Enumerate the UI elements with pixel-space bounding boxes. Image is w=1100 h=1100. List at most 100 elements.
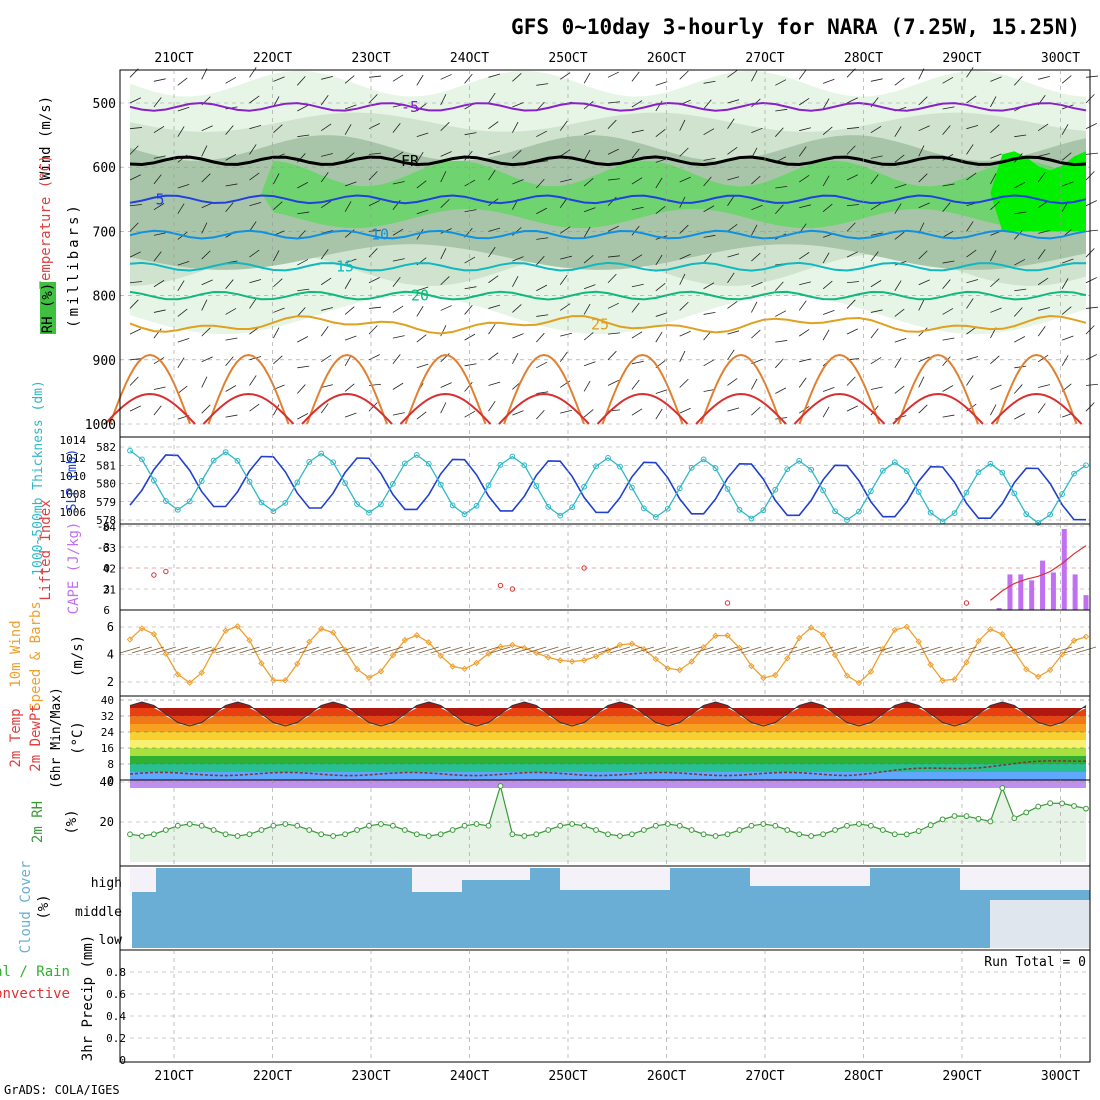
thickness-point [796, 457, 803, 464]
rh2m-point [868, 822, 874, 829]
rh2m-point [903, 831, 910, 838]
wind-barb [225, 202, 234, 212]
thickness-axis-label: 1000~500mb Thickness (dm) [31, 380, 46, 576]
thickness-point [198, 478, 205, 484]
wind10-barb [119, 646, 141, 654]
wind10-point [210, 647, 217, 654]
rh2m-point [390, 822, 396, 829]
temp2m-band [130, 732, 1086, 740]
lifted-index-point [163, 568, 169, 575]
wind-barb [631, 129, 644, 134]
wind-barb [1038, 384, 1050, 388]
thickness-point [401, 460, 408, 467]
wind10-barb [454, 646, 475, 654]
thickness-point [1035, 520, 1042, 526]
wind-barb [822, 203, 833, 213]
thickness-point [987, 460, 994, 467]
rh2m-point [891, 831, 898, 838]
diurnal-contour [503, 353, 585, 425]
wind-barb [1038, 307, 1050, 311]
wind10-point [306, 638, 313, 646]
wind-barb [273, 355, 283, 365]
x-tick-label-bottom: 29OCT [942, 1069, 981, 1084]
wind-barb [655, 128, 666, 137]
wind10-point [353, 665, 361, 673]
cape-bar [1072, 574, 1078, 610]
wind-barb [918, 250, 928, 260]
wind10-barb [848, 646, 870, 654]
wind10-barb [275, 646, 296, 654]
wind-barb [416, 180, 427, 189]
thickness-tick-label: 582 [96, 441, 116, 454]
wind-barb [1085, 354, 1097, 361]
diurnal-contour [301, 392, 393, 425]
temp2m-band [130, 780, 1086, 788]
thickness-point [282, 499, 289, 506]
wind-barb [990, 250, 997, 262]
wind-barb [751, 301, 758, 313]
wind-barb [751, 204, 763, 211]
wind-barb [1014, 413, 1026, 420]
thickness-point [652, 514, 659, 520]
wind-barb [536, 237, 549, 240]
wind10-point [329, 629, 337, 636]
wind10-barb [502, 646, 523, 654]
rh2m-point [186, 821, 193, 827]
wind-barb [631, 302, 640, 313]
wind-barb [775, 310, 787, 317]
wind-barb [607, 178, 620, 181]
wind10-barb [896, 646, 917, 654]
diurnal-contour [498, 392, 590, 425]
wind10-barb [968, 646, 989, 654]
wind10-barb [765, 646, 786, 654]
wind-barb [775, 281, 784, 292]
wind-barb [655, 100, 663, 112]
temp2m-band [130, 708, 1086, 726]
wind-barb [822, 280, 833, 290]
wind-barb [631, 100, 643, 108]
cloud-gap [560, 868, 670, 890]
wind-barb [942, 356, 951, 367]
wind-barb [249, 249, 260, 258]
wind-barb [177, 106, 190, 112]
thickness-point [868, 488, 874, 495]
wind-barb [846, 376, 856, 386]
wind-barb [751, 378, 758, 390]
thickness-point [1083, 462, 1089, 469]
wind10-barb [442, 646, 463, 654]
wind-barb [727, 69, 738, 78]
wind-barb [440, 199, 450, 209]
wind-barb [536, 207, 548, 215]
wind-barb [966, 172, 977, 181]
wind-barb [942, 260, 955, 264]
wind-barb [703, 176, 712, 187]
wind10-barb [944, 646, 965, 654]
thickness-point [485, 482, 492, 489]
precip-total-label: Total / Rain [0, 964, 70, 980]
rh2m-point [879, 827, 886, 833]
wind-barb [201, 404, 211, 414]
wind-barb [870, 125, 882, 134]
wind-barb [942, 414, 955, 418]
wind-barb [392, 335, 405, 339]
wind10-point [556, 657, 564, 664]
wind-barb [942, 279, 951, 290]
wind-barb [297, 105, 309, 112]
lifted-index-point [509, 586, 516, 592]
chart-title: GFS 0~10day 3-hourly for NARA (7.25W, 15… [511, 15, 1080, 39]
wind-barb [607, 71, 619, 78]
thickness-point [963, 489, 970, 496]
wind-barb [942, 308, 954, 315]
wind-barb [1085, 306, 1098, 309]
isotherm-label: 25 [591, 315, 609, 333]
diurnal-contour [399, 392, 492, 425]
wind-barb [536, 332, 545, 343]
wind-barb [990, 201, 1000, 211]
wind-barb [799, 281, 811, 286]
cloud-tick-label: middle [75, 905, 122, 920]
rh2m-point [1059, 800, 1065, 807]
wind-barb [129, 281, 142, 284]
wind-barb [440, 94, 447, 106]
wind-barb [559, 351, 568, 363]
wind-barb [225, 356, 234, 367]
